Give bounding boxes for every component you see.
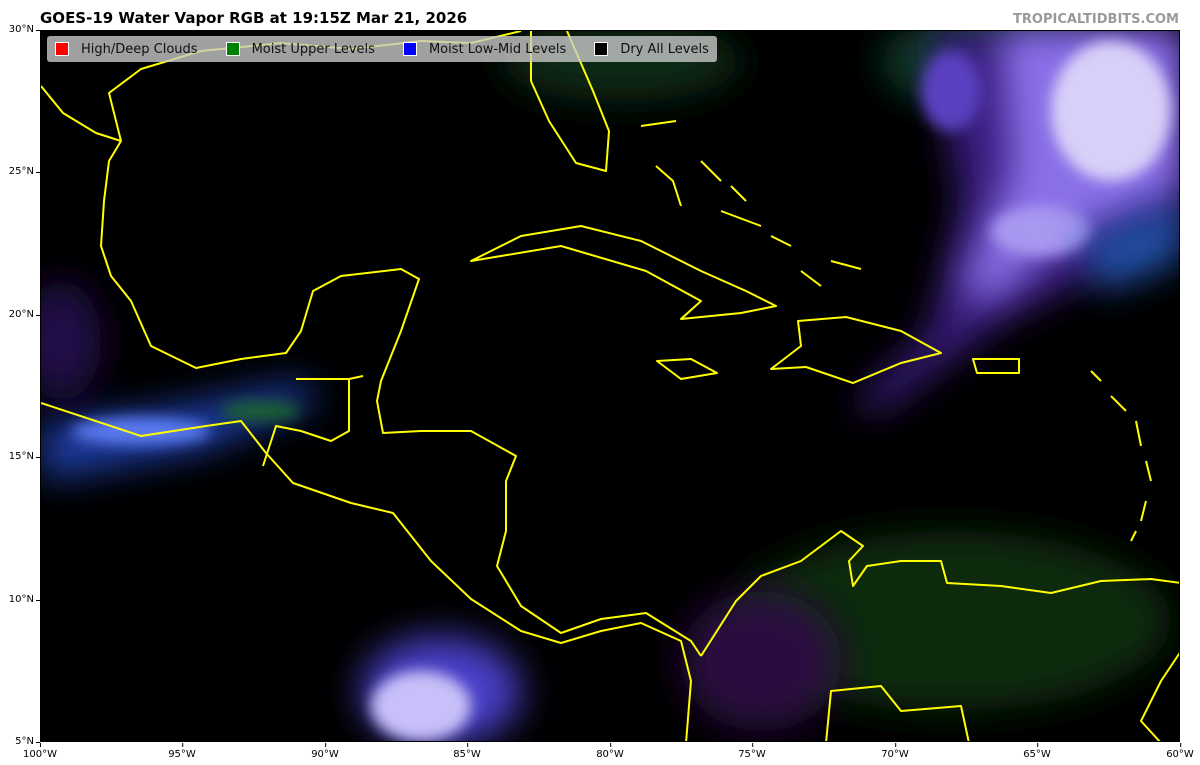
lon-tick-label: 90°W — [311, 743, 339, 760]
legend: High/Deep Clouds Moist Upper Levels Mois… — [47, 36, 717, 62]
lon-tick-label: 100°W — [23, 743, 57, 760]
legend-swatch-red — [55, 42, 69, 56]
legend-item-dry-all-levels: Dry All Levels — [594, 42, 709, 57]
lat-tick-label: 20°N — [0, 309, 40, 320]
lat-tick-label: 30°N — [0, 24, 40, 35]
lat-tick-label: 15°N — [0, 451, 40, 462]
lat-tick-label: 5°N — [0, 736, 40, 747]
map-canvas — [41, 31, 1179, 741]
legend-swatch-blue — [402, 42, 417, 56]
legend-label: High/Deep Clouds — [81, 41, 198, 57]
lon-tick-label: 75°W — [738, 743, 766, 760]
lon-tick-label: 60°W — [1166, 743, 1194, 760]
lat-tick-label: 10°N — [0, 594, 40, 605]
legend-swatch-green — [225, 42, 240, 56]
lon-tick-label: 95°W — [168, 743, 196, 760]
legend-label: Moist Low-Mid Levels — [428, 41, 567, 57]
lon-tick-label: 65°W — [1023, 743, 1051, 760]
moisture-layer — [41, 31, 1179, 741]
map-title: GOES-19 Water Vapor RGB at 19:15Z Mar 21… — [40, 9, 468, 27]
lat-tick-label: 25°N — [0, 166, 40, 177]
lon-tick-label: 70°W — [881, 743, 909, 760]
legend-swatch-black — [594, 42, 609, 56]
lon-tick-label: 80°W — [596, 743, 624, 760]
legend-item-moist-upper-levels: Moist Upper Levels — [225, 41, 375, 57]
lon-tick-label: 85°W — [453, 743, 481, 760]
legend-item-high-deep-clouds: High/Deep Clouds — [55, 42, 198, 57]
legend-label: Dry All Levels — [620, 41, 709, 57]
legend-item-moist-low-mid-levels: Moist Low-Mid Levels — [402, 41, 567, 57]
legend-label: Moist Upper Levels — [251, 41, 375, 57]
satellite-map — [40, 30, 1180, 742]
coastlines — [41, 31, 1179, 741]
credit-watermark: TROPICALTIDBITS.COM — [1013, 12, 1179, 27]
